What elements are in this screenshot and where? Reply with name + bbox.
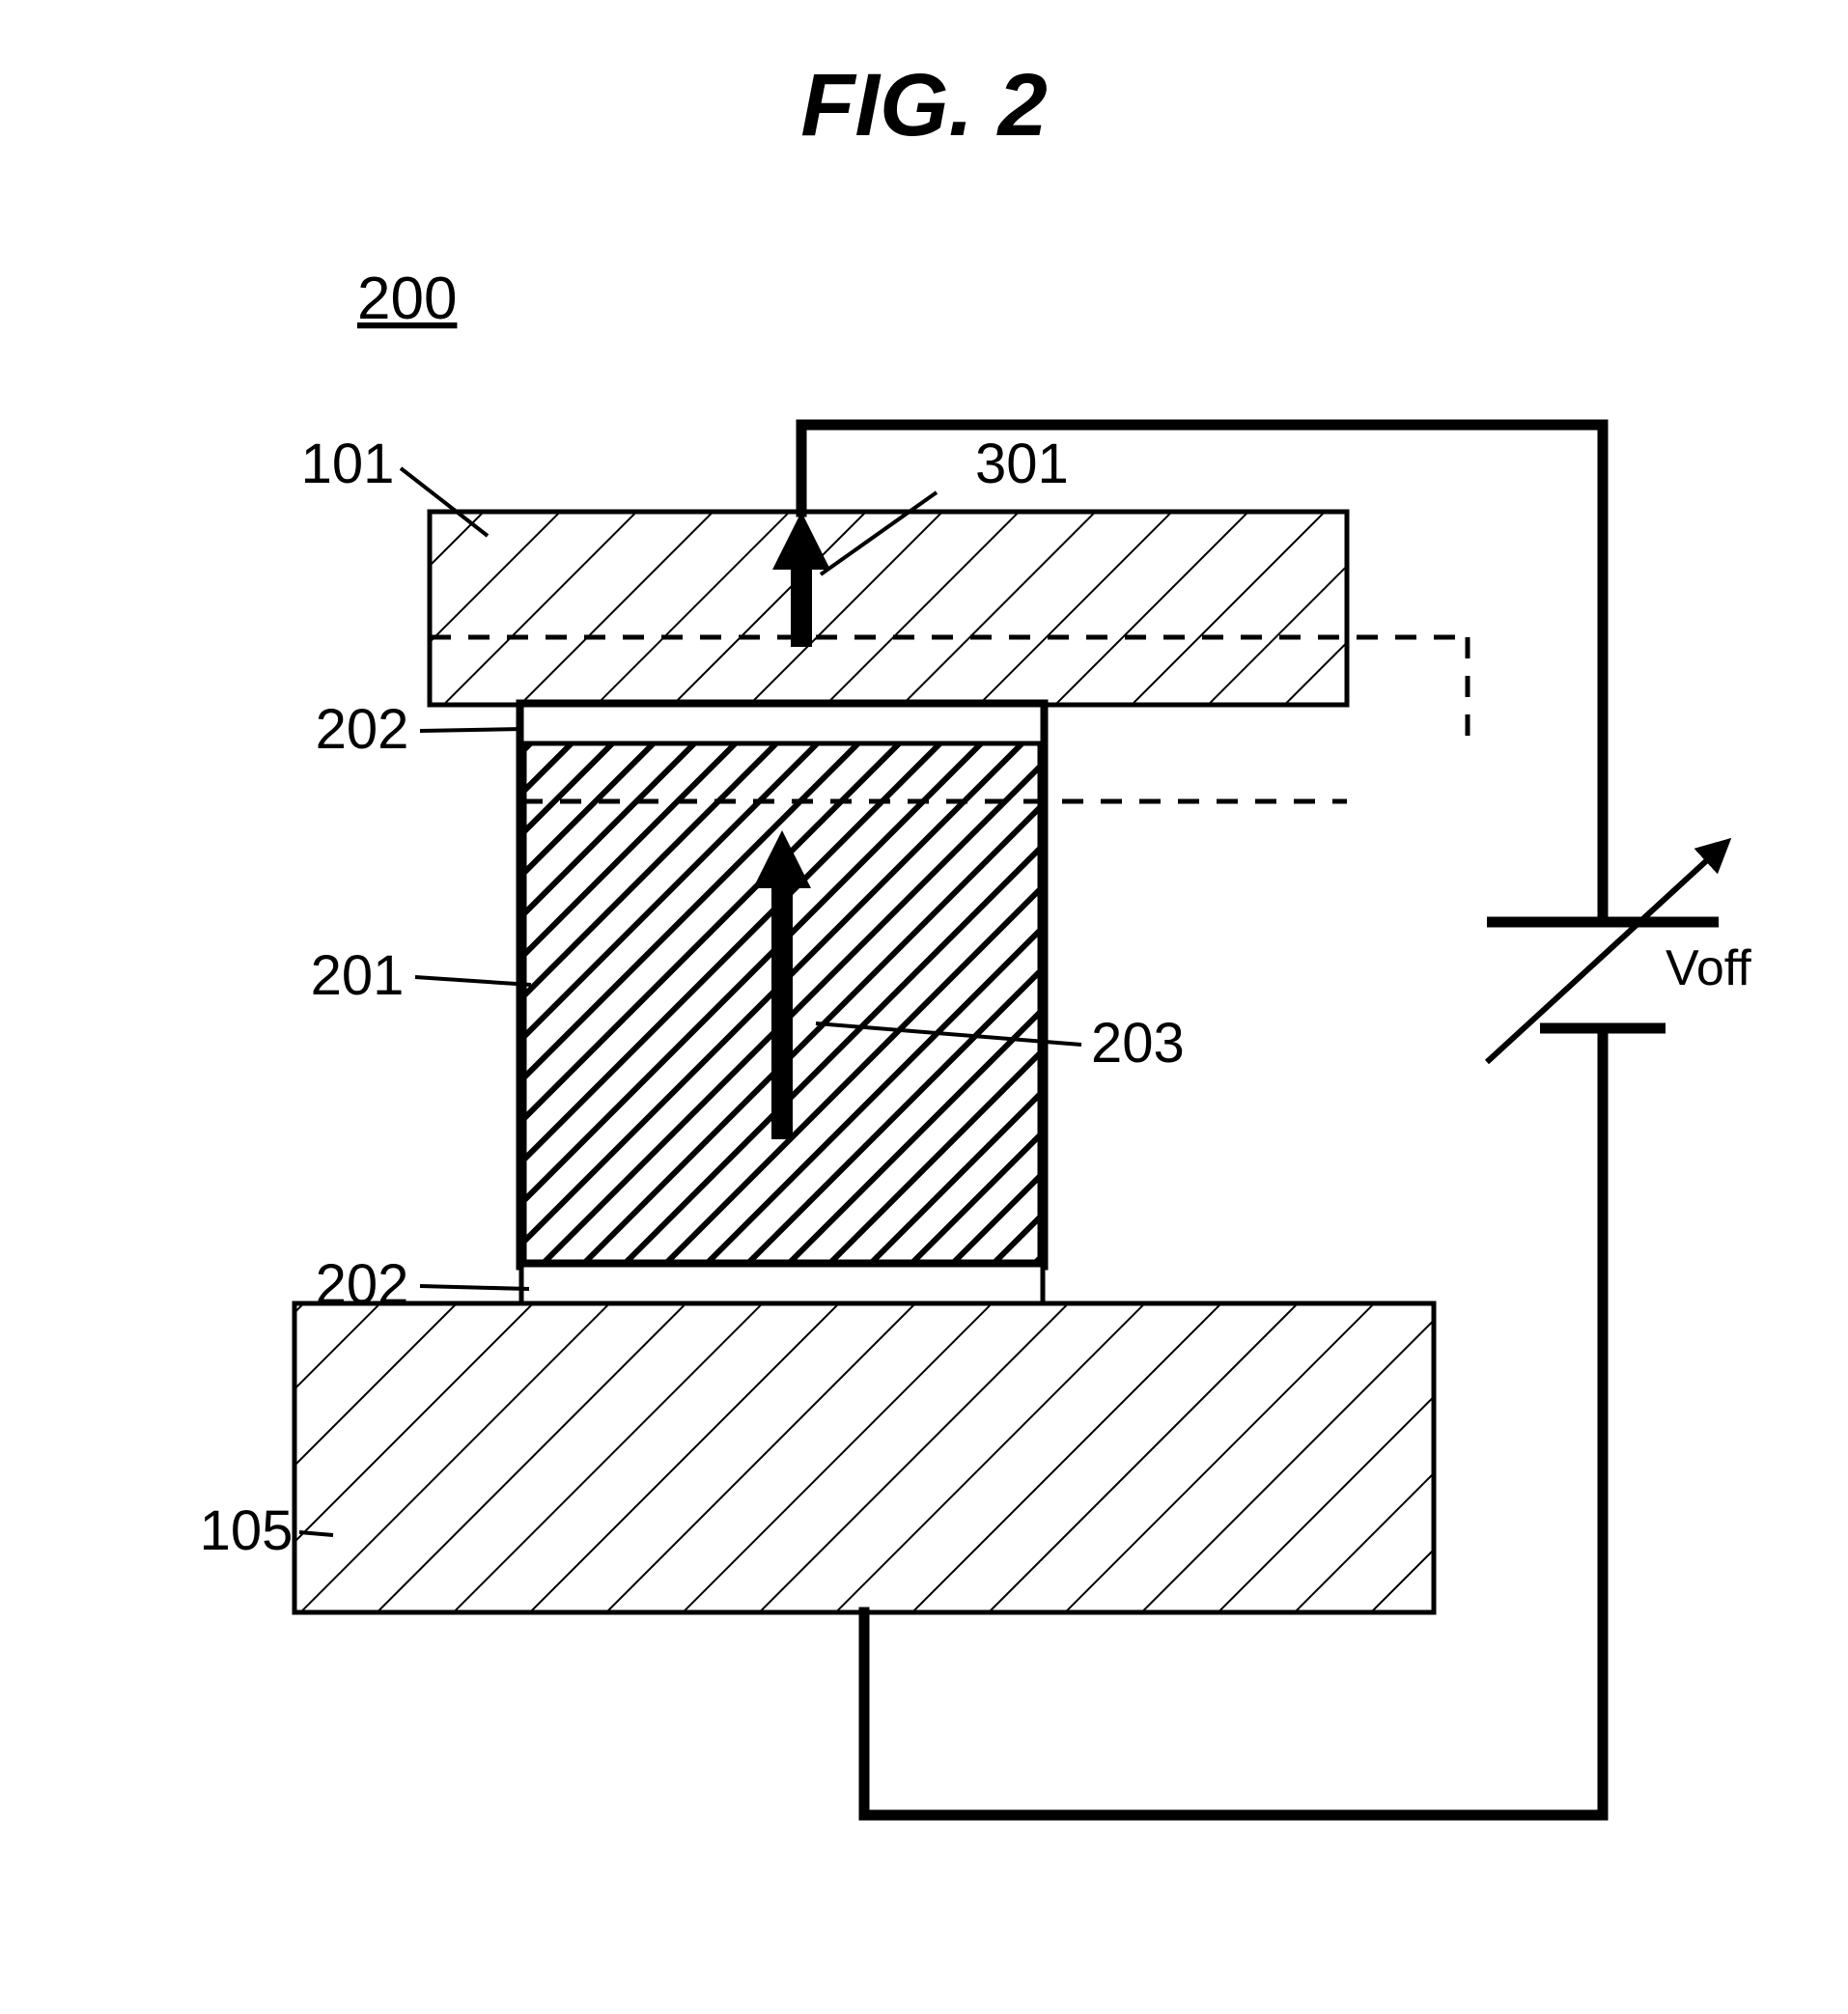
label-203: 203 bbox=[1091, 1012, 1185, 1075]
label-voff: Voff bbox=[1666, 940, 1751, 996]
ref-main: 200 bbox=[357, 266, 457, 332]
label-202-top: 202 bbox=[316, 698, 409, 761]
film-202-bottom bbox=[521, 1265, 1043, 1303]
top-electrode-101 bbox=[430, 512, 1347, 705]
leader-201 bbox=[415, 977, 531, 985]
diagram-svg: FIG. 2 200 101 301 202 201 203 202 105 Voff bbox=[0, 0, 1848, 2014]
label-101: 101 bbox=[301, 433, 395, 495]
label-105: 105 bbox=[200, 1499, 294, 1562]
label-202-bottom: 202 bbox=[316, 1253, 409, 1316]
base-105 bbox=[294, 1303, 1434, 1612]
leader-202b bbox=[420, 1286, 529, 1289]
label-301: 301 bbox=[975, 433, 1069, 495]
figure-stage: FIG. 2 200 101 301 202 201 203 202 105 Voff bbox=[0, 0, 1848, 2014]
film-202-top bbox=[521, 705, 1043, 743]
figure-title: FIG. 2 bbox=[800, 56, 1048, 154]
label-201: 201 bbox=[311, 944, 405, 1007]
leader-202a bbox=[420, 729, 523, 731]
